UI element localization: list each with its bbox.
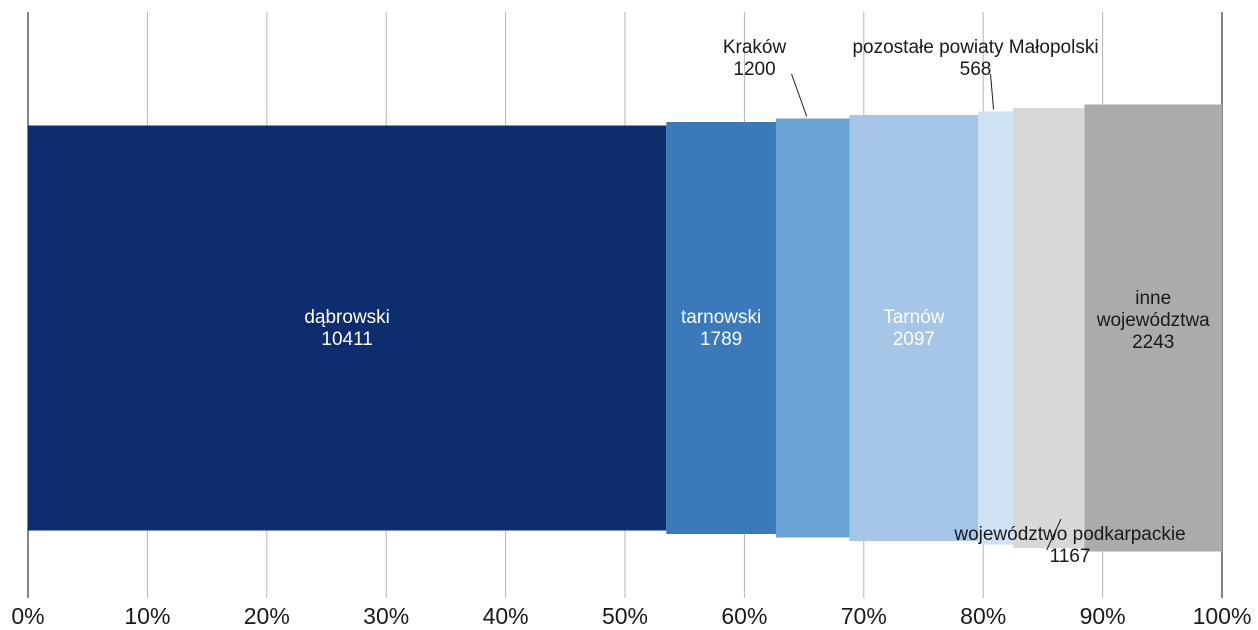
x-axis-ticks: 0% 10% 20% 30% 40% 50% 60% 70% 80% 90% 100% [11,603,1251,629]
x-tick-label: 0% [11,603,44,629]
segment-label-line: Kraków [723,37,787,58]
bar-segment [775,118,850,538]
segment-label: województwo podkarpackie 1167 [953,524,1185,567]
segment-label: pozostałe powiaty Małopolski 568 [852,37,1098,80]
x-tick-label: 20% [244,603,290,629]
segment-label-line: inne [1135,288,1171,309]
x-tick-label: 80% [960,603,1006,629]
segment-label-line: 10411 [321,329,372,350]
x-tick-label: 10% [124,603,170,629]
segment-label-line: województwo podkarpackie [953,524,1185,545]
segment-label-line: Tarnów [883,307,945,328]
bar-segment [978,111,1013,545]
leader-line [791,73,808,117]
segment-label-line: 568 [960,59,992,80]
segment-bars [28,104,1222,552]
segment-label-line: tarnowski [681,307,761,328]
segment-label-line: 2097 [893,329,935,350]
segment-label-line: 1200 [733,59,775,80]
bar-segment [1012,108,1085,548]
segment-label-line: województwa [1096,310,1210,331]
x-tick-label: 50% [602,603,648,629]
leader-line [990,73,995,110]
bar-segment [849,115,979,541]
bar-segment [666,122,776,534]
x-tick-label: 60% [721,603,767,629]
x-tick-label: 30% [363,603,409,629]
bar-segment [1084,104,1222,552]
segment-label-line: 1167 [1050,546,1091,567]
x-tick-label: 90% [1080,603,1126,629]
segment-label: inne województwa 2243 [1096,288,1210,353]
segment-label-line: 2243 [1132,332,1174,353]
segment-label: tarnowski 1789 [681,307,761,350]
leader-lines [791,73,1062,551]
segment-label: Tarnów 2097 [883,307,945,350]
bar-segment [28,125,667,531]
leader-line [1046,518,1062,551]
segment-label-line: pozostałe powiaty Małopolski [852,37,1098,58]
segment-labels: dąbrowski 10411 tarnowski 1789 Kraków 1200 Tar… [304,37,1210,567]
segment-label-line: 1789 [700,329,742,350]
segment-label: dąbrowski 10411 [304,307,390,350]
x-tick-label: 40% [483,603,529,629]
segment-label-line: dąbrowski [304,307,390,328]
x-tick-label: 70% [841,603,887,629]
x-tick-label: 100% [1193,603,1252,629]
segment-label: Kraków 1200 [723,37,787,80]
